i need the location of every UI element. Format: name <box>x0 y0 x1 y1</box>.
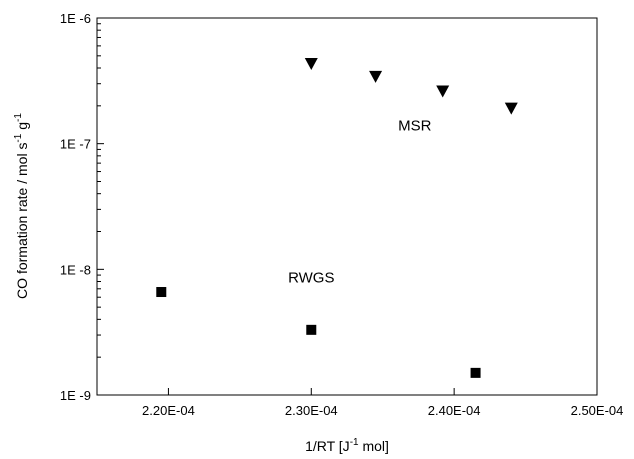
msr-point <box>304 58 318 71</box>
y-tick-label: 1E -8 <box>60 262 91 277</box>
y-tick-label: 1E -9 <box>60 388 91 403</box>
annotation-label: RWGS <box>288 270 334 287</box>
x-tick-label: 2.40E-04 <box>428 403 481 418</box>
data-points <box>156 58 518 378</box>
y-axis-ticks: 1E -9 1E -8 1E -7 1E -6 <box>60 11 104 403</box>
rwgs-point <box>306 324 317 335</box>
x-axis-ticks: 2.20E-04 2.30E-04 2.40E-04 2.50E-04 <box>142 388 623 418</box>
x-axis-label: 1/RT [J-1 mol] <box>305 437 389 454</box>
x-tick-label: 2.20E-04 <box>142 403 195 418</box>
msr-point <box>369 70 383 83</box>
y-axis-label: CO formation rate / mol s-1 g-1 <box>13 113 30 299</box>
annotation-label: MSR <box>398 117 432 134</box>
plot-frame <box>96 17 598 396</box>
annotations: MSR RWGS <box>288 117 432 286</box>
y-tick-label: 1E -7 <box>60 137 91 152</box>
msr-point <box>504 102 518 115</box>
x-tick-label: 2.50E-04 <box>571 403 624 418</box>
rwgs-point <box>470 367 481 378</box>
x-tick-label: 2.30E-04 <box>285 403 338 418</box>
msr-point <box>436 85 450 98</box>
rwgs-point <box>156 287 167 298</box>
y-tick-label: 1E -6 <box>60 11 91 26</box>
